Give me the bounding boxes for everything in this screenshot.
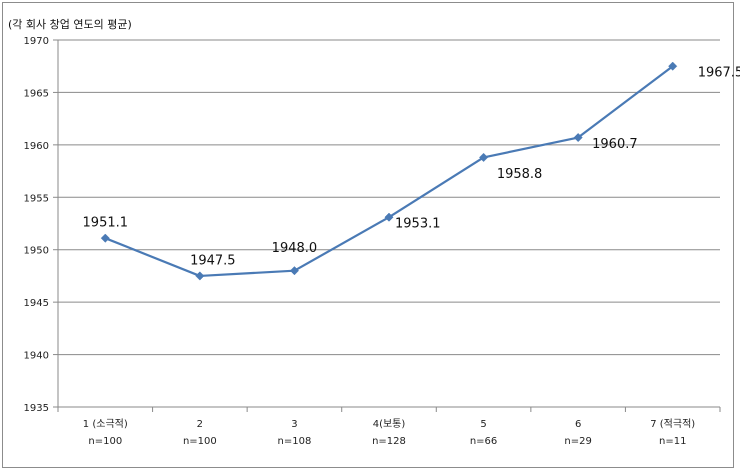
y-tick-labels: 1935 1940 1945 1950 1955 1960 1965 1970 <box>24 36 49 414</box>
y-tick-label: 1950 <box>24 246 49 257</box>
data-point-marker <box>573 132 583 143</box>
x-tick-label: 7 (적극적) <box>650 418 695 430</box>
unit-label: (각 회사 창업 연도의 평균) <box>8 18 132 31</box>
series-line <box>104 65 674 278</box>
data-label: 1947.5 <box>190 253 236 268</box>
y-tick-label: 1970 <box>24 36 49 47</box>
y-tick-label: 1945 <box>24 298 49 309</box>
x-sample-size-label: n=128 <box>372 436 406 447</box>
x-sample-size-label: n=11 <box>659 436 686 447</box>
x-tick-label: 3 <box>291 419 297 430</box>
data-label: 1951.1 <box>83 216 129 231</box>
y-tick-label: 1960 <box>24 141 49 152</box>
data-point-marker <box>668 61 678 71</box>
data-point-marker <box>100 233 110 243</box>
x-sample-size-label: n=66 <box>470 436 497 447</box>
chart-frame <box>2 2 734 468</box>
data-point-marker <box>384 212 394 222</box>
data-point-marker <box>289 266 299 276</box>
data-label: 1958.8 <box>497 167 543 182</box>
axes <box>53 39 721 412</box>
data-label: 1960.7 <box>592 137 638 152</box>
x-tick-label: 1 (소극적) <box>83 418 128 430</box>
data-point-marker <box>479 152 489 162</box>
x-tick-label: 4(보통) <box>373 418 406 430</box>
data-point-marker <box>195 271 205 281</box>
x-tick-label: 5 <box>480 419 486 430</box>
x-sample-size-label: n=100 <box>183 436 217 447</box>
x-sample-size-label: n=100 <box>88 436 122 447</box>
data-labels: 1951.1 1947.5 1948.0 1953.1 1958.8 1960.7 1967… <box>83 66 740 269</box>
x-tick-label: 2 <box>197 419 203 430</box>
data-label: 1948.0 <box>272 241 318 256</box>
gridlines <box>58 39 720 356</box>
data-label: 1953.1 <box>395 217 441 232</box>
x-sample-size-label: n=29 <box>564 436 591 447</box>
y-tick-label: 1955 <box>24 193 49 204</box>
x-sample-size-label: n=108 <box>278 436 312 447</box>
x-tick-labels: 1 (소극적) n=100 2 n=100 3 n=108 4(보통) n=128 5 n=66 6… <box>83 418 695 447</box>
data-markers <box>100 61 678 281</box>
y-tick-label: 1940 <box>24 351 49 362</box>
y-tick-label: 1935 <box>24 403 49 414</box>
y-tick-label: 1965 <box>24 88 49 99</box>
x-tick-label: 6 <box>575 419 581 430</box>
data-label: 1967.5 <box>698 66 740 81</box>
